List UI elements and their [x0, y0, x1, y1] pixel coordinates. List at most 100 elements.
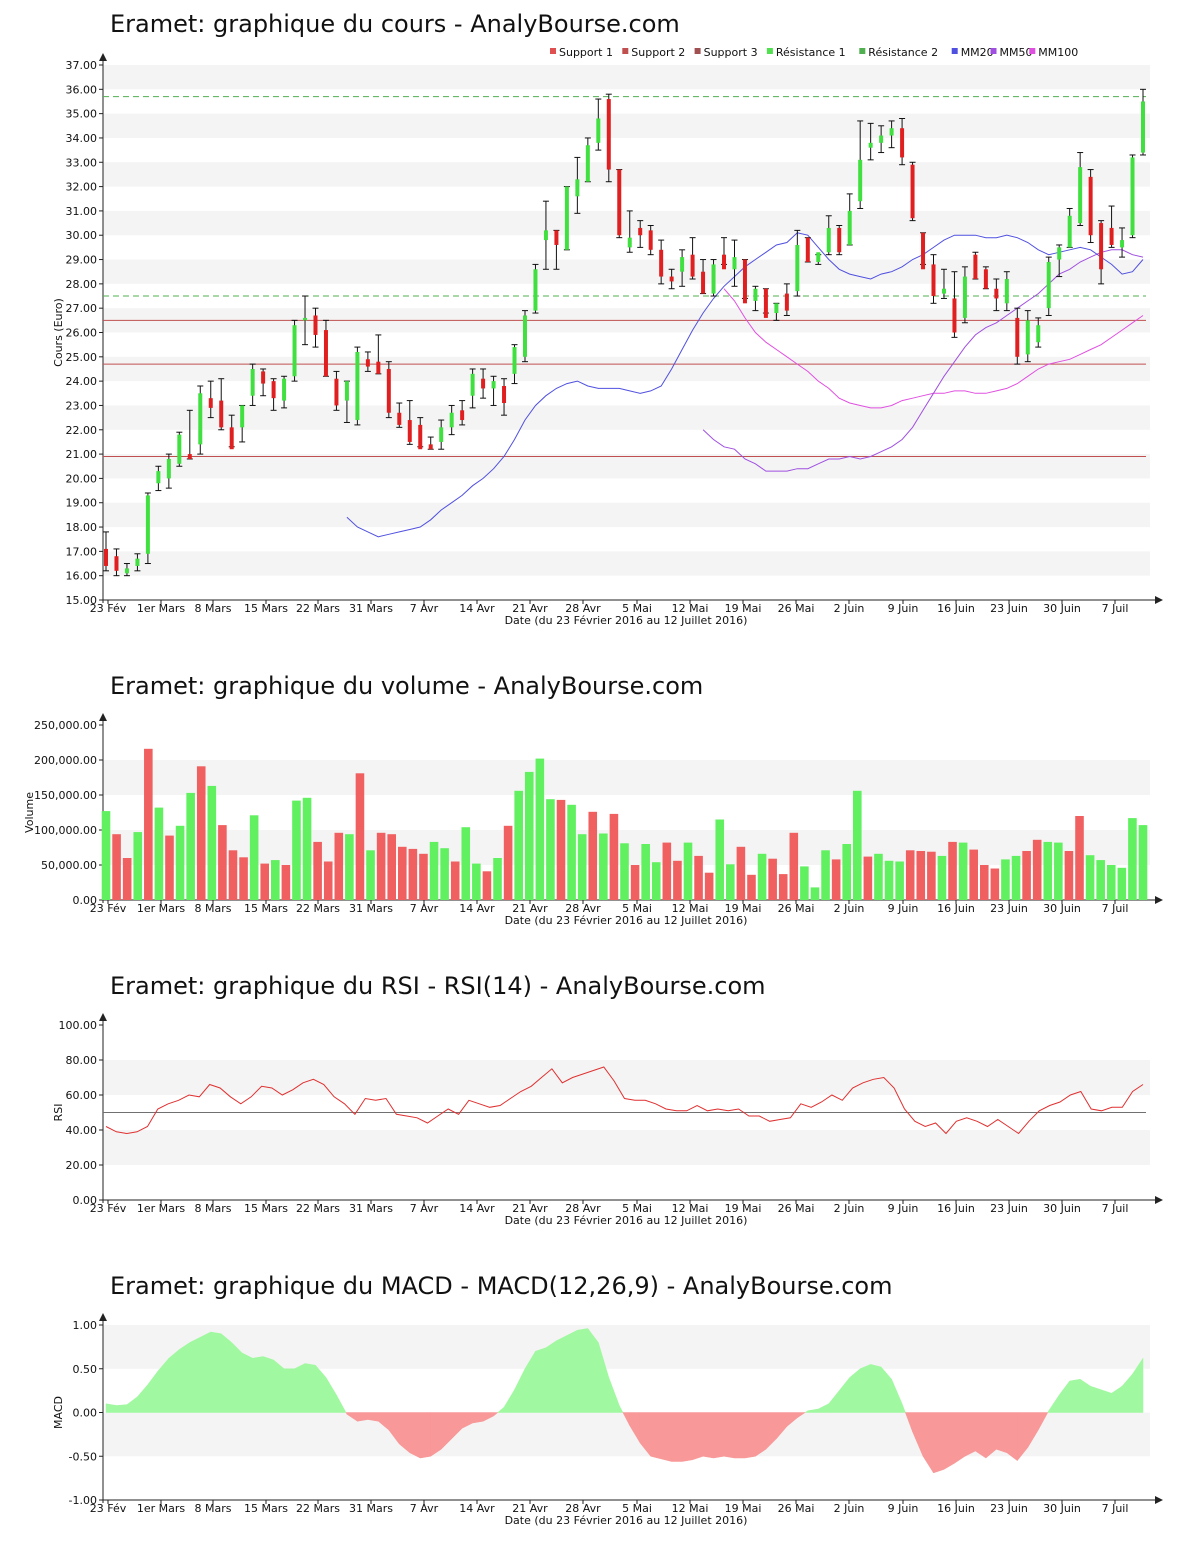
candle-body	[1088, 176, 1093, 236]
candle-body	[1015, 317, 1020, 357]
rsi-line	[105, 1066, 1144, 1135]
volume-bar	[175, 825, 185, 900]
macd-area-segment	[838, 1376, 850, 1413]
x-tick-label: 5 Mai	[622, 1502, 652, 1515]
macd-area-segment	[996, 1412, 1008, 1454]
grid-band	[103, 210, 1150, 236]
x-tick-label: 9 Juin	[888, 1202, 919, 1215]
candle-body	[1078, 167, 1083, 224]
volume-bar	[249, 815, 259, 900]
x-tick-label: 8 Mars	[195, 602, 232, 615]
candle-body	[994, 288, 999, 299]
x-tick-label: 19 Mai	[725, 602, 762, 615]
volume-bar	[122, 858, 132, 900]
macd-area-segment	[1100, 1389, 1112, 1413]
macd-area-segment	[818, 1403, 830, 1413]
macd-area-segment	[608, 1377, 620, 1413]
legend-swatch	[550, 48, 556, 54]
volume-bar	[895, 861, 904, 900]
volume-bar	[800, 866, 809, 900]
candle-body	[816, 252, 821, 262]
candle-body	[135, 558, 140, 566]
volume-bar	[334, 832, 344, 900]
price-chart: Eramet: graphique du cours - AnalyBourse…	[0, 0, 1200, 640]
y-tick-label: 100,000.00	[34, 824, 97, 837]
candle-body	[742, 259, 747, 304]
volume-bar	[673, 860, 682, 900]
candle-body	[481, 378, 486, 389]
candle-body	[470, 373, 475, 396]
x-tick-label: 7 Avr	[410, 1202, 439, 1215]
y-tick-label: -1.00	[69, 1494, 97, 1507]
macd-area-segment	[870, 1364, 882, 1413]
x-tick-label: 7 Avr	[410, 1502, 439, 1515]
candle-body	[522, 315, 527, 357]
x-tick-label: 28 Avr	[565, 1502, 601, 1515]
candle-body	[502, 386, 507, 404]
y-axis-label: Cours (Euro)	[52, 298, 65, 367]
x-tick-label: 8 Mars	[195, 1502, 232, 1515]
candle-body	[701, 271, 706, 294]
candle-body	[962, 276, 967, 318]
candle-body	[627, 237, 632, 248]
x-tick-label: 7 Avr	[410, 902, 439, 915]
volume-bar	[1117, 867, 1127, 900]
volume-bar	[599, 833, 608, 900]
y-tick-label: 20.00	[66, 472, 98, 485]
macd-area-segment	[692, 1412, 704, 1461]
macd-area-segment	[105, 1403, 117, 1413]
volume-bar	[1128, 818, 1137, 900]
candle-body	[355, 351, 360, 421]
x-axis-label: Date (du 23 Février 2016 au 12 Juillet 2…	[505, 614, 748, 627]
rsi-chart-svg: 0.00 20.00 40.00 60.00 80.00 100.00 23 Fév 1er …	[52, 1013, 1163, 1227]
candle-body	[973, 254, 978, 279]
x-tick-label: 19 Mai	[725, 1502, 762, 1515]
volume-bar	[1138, 825, 1148, 900]
candle-body	[596, 118, 601, 143]
macd-area-segment	[545, 1340, 557, 1413]
volume-bar	[1054, 842, 1063, 900]
volume-bar	[292, 800, 301, 900]
volume-chart: Eramet: graphique du volume - AnalyBours…	[0, 650, 1200, 950]
x-axis-arrow	[1155, 896, 1163, 904]
macd-area-segment	[849, 1368, 861, 1413]
volume-bar	[450, 861, 460, 900]
candle-body	[826, 227, 831, 253]
x-tick-label: 21 Avr	[512, 1502, 548, 1515]
candle-body	[921, 232, 926, 270]
macd-area-segment	[493, 1412, 499, 1417]
macd-area-segment	[430, 1412, 442, 1457]
candle-body	[659, 249, 664, 277]
volume-bar	[429, 841, 439, 900]
x-tick-label: 16 Juin	[937, 602, 975, 615]
y-tick-label: 29.00	[66, 254, 98, 267]
volume-bar	[419, 853, 428, 900]
x-tick-label: 28 Avr	[565, 1202, 601, 1215]
volume-bar	[927, 851, 936, 900]
legend-label: MM20	[961, 46, 994, 59]
candle-body	[198, 393, 203, 445]
x-axis-label: Date (du 23 Février 2016 au 12 Juillet 2…	[505, 914, 748, 927]
volume-bar	[387, 834, 396, 900]
volume-bar	[1032, 839, 1042, 900]
candle-body	[1057, 247, 1062, 260]
x-tick-label: 21 Avr	[512, 902, 548, 915]
macd-area-segment	[619, 1405, 624, 1413]
candle-body	[292, 325, 297, 377]
y-tick-label: -0.50	[69, 1450, 97, 1463]
x-tick-label: 16 Juin	[937, 1502, 975, 1515]
volume-bar	[154, 807, 164, 900]
volume-bar	[1043, 841, 1053, 900]
volume-bar	[1011, 855, 1021, 900]
candle-body	[952, 298, 957, 333]
macd-area-segment	[1048, 1394, 1060, 1413]
macd-area-segment	[126, 1396, 138, 1413]
y-tick-label: 24.00	[66, 375, 98, 388]
candle-body	[585, 145, 590, 182]
candle-body	[428, 444, 433, 450]
candle-body	[889, 128, 894, 136]
macd-area-segment	[744, 1412, 756, 1459]
x-tick-label: 1er Mars	[137, 602, 186, 615]
volume-bar	[747, 874, 756, 900]
x-tick-label: 12 Mai	[672, 1202, 709, 1215]
